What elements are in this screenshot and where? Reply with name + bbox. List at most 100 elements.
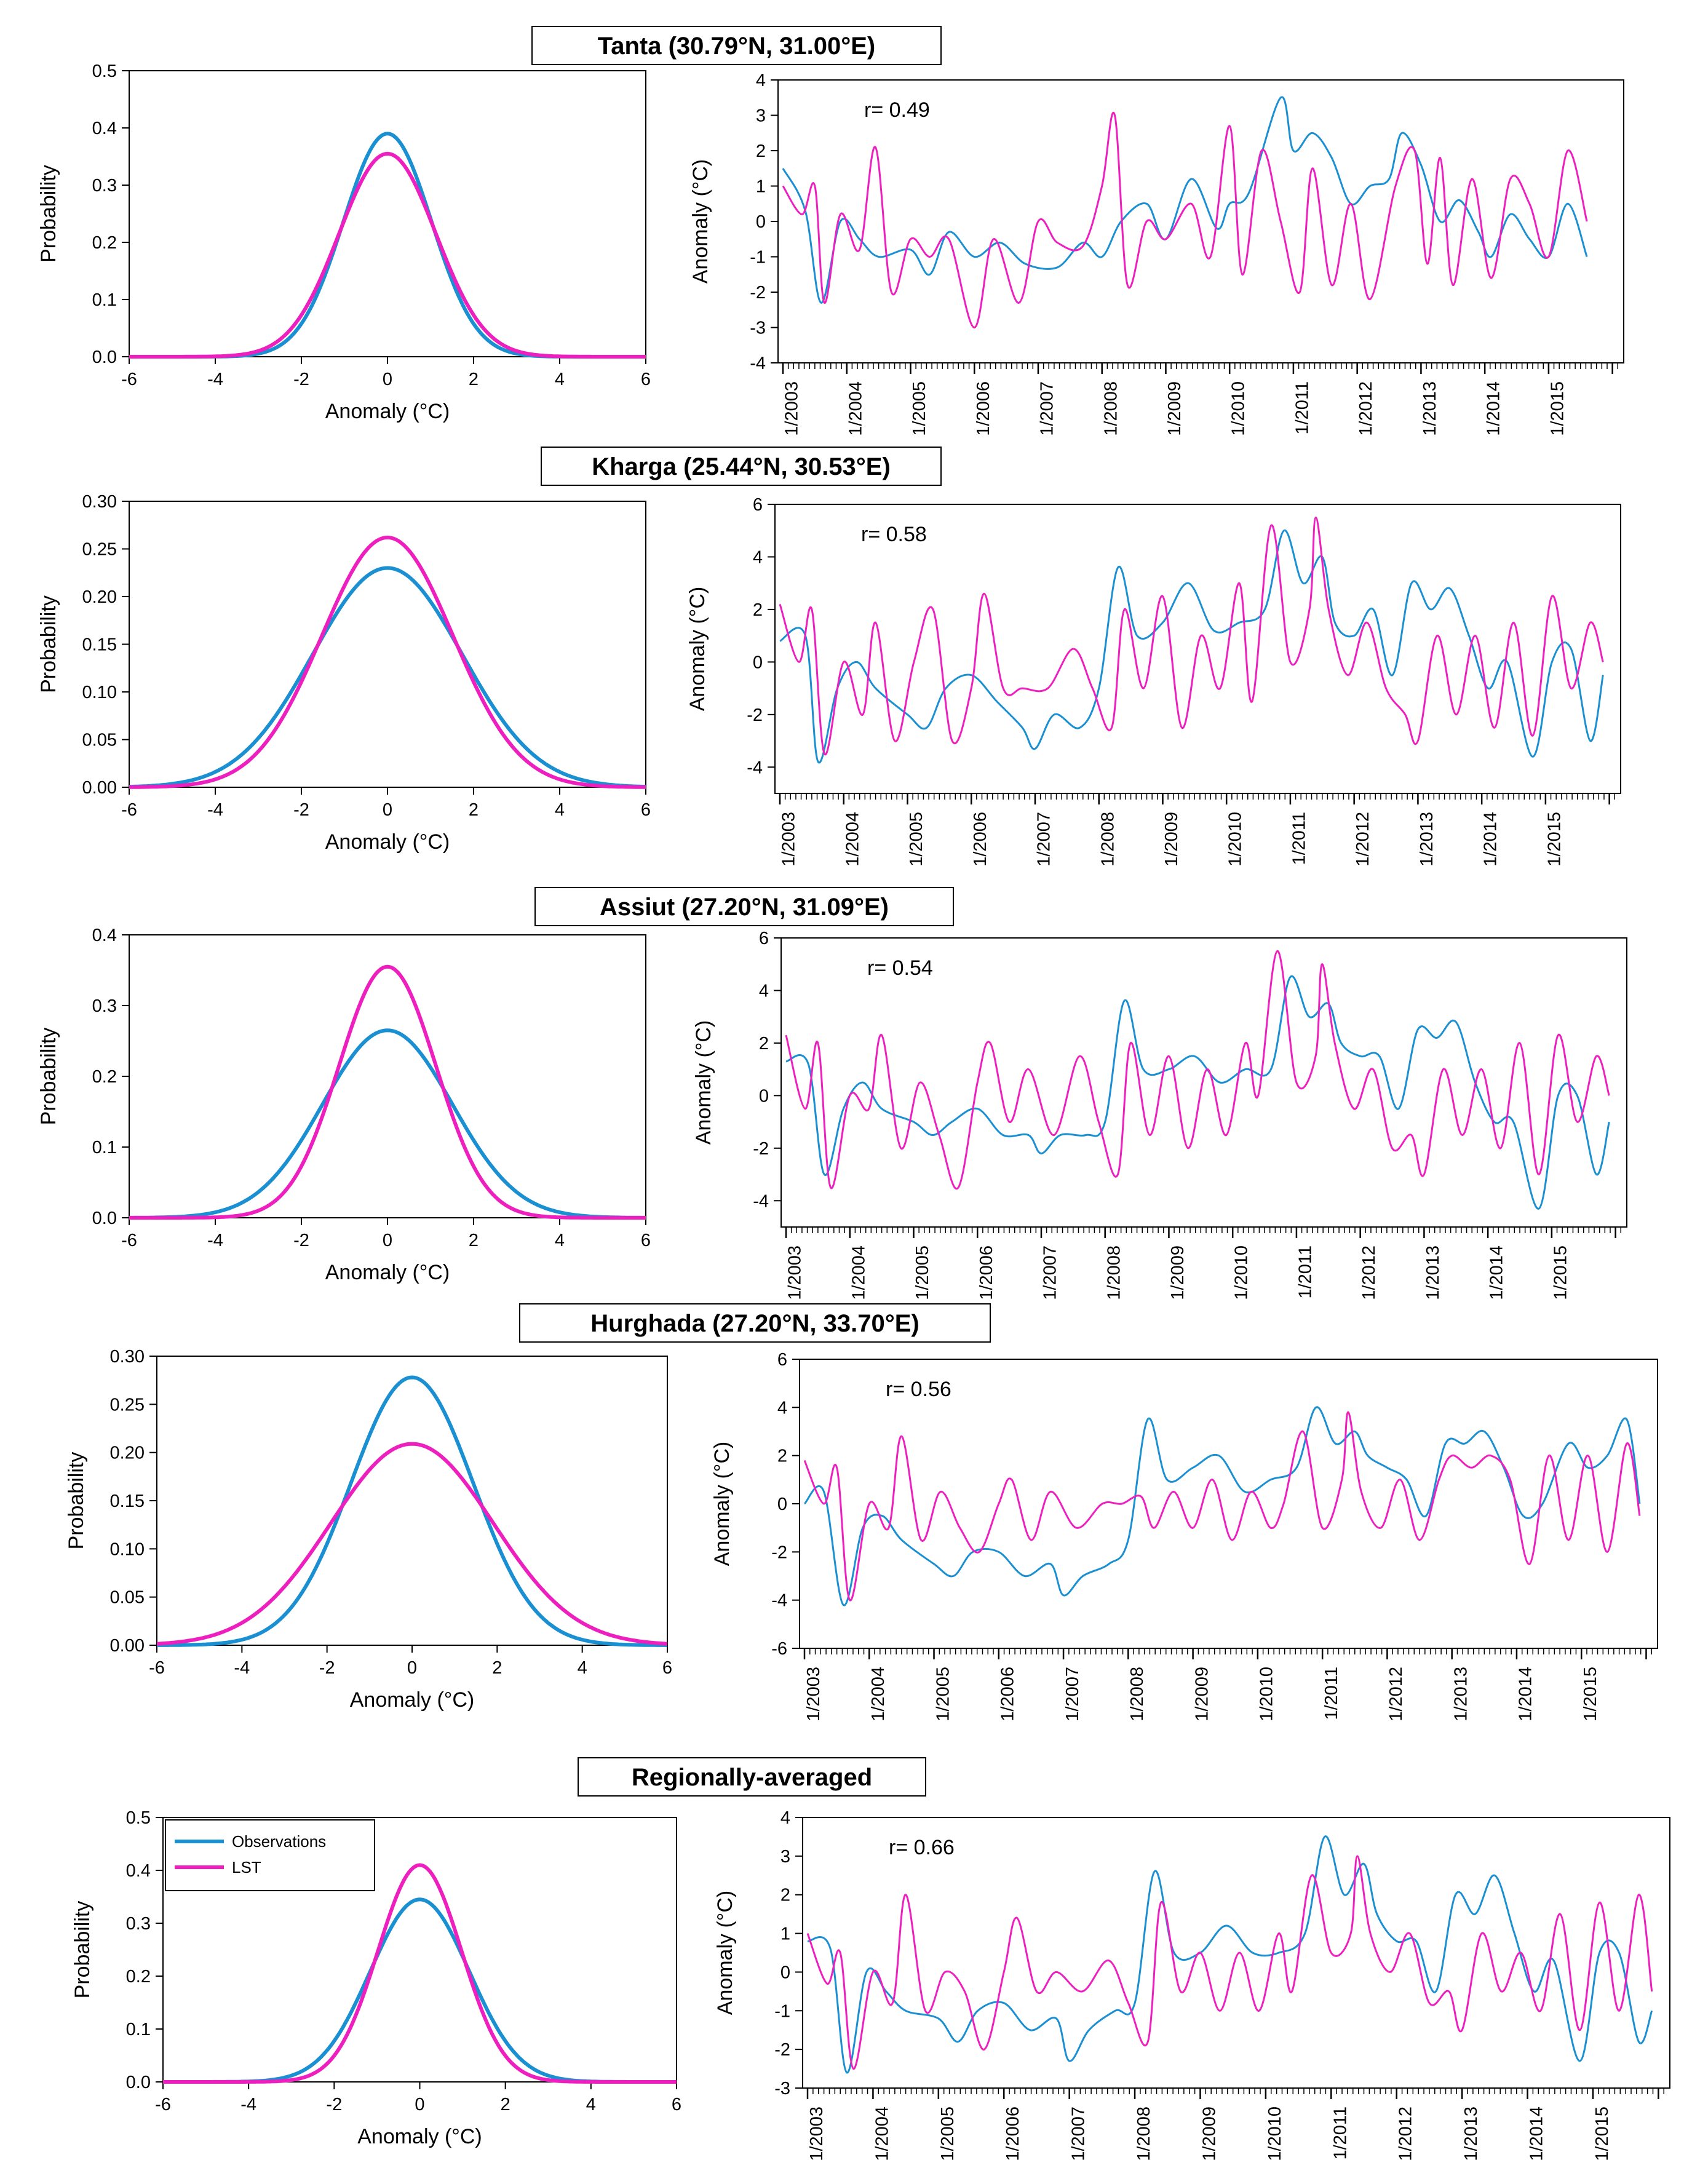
chart-1-title-box bbox=[541, 447, 942, 486]
chart-2-pdf-xtick-label: -2 bbox=[293, 1231, 309, 1250]
chart-4-title: Regionally-averaged bbox=[632, 1764, 872, 1791]
chart-0-ts-observations-line bbox=[782, 96, 1588, 304]
chart-4-ts-lst-line bbox=[806, 1855, 1653, 2070]
chart-1-pdf-xtick-label: 2 bbox=[469, 800, 479, 820]
chart-0-ts-year-label: 1/2011 bbox=[1292, 381, 1312, 435]
chart-1-pdf-ytick-label: 0.05 bbox=[82, 731, 117, 750]
chart-4-ts-year-label: 1/2010 bbox=[1265, 2107, 1285, 2161]
chart-3-pdf-ytick-label: 0.05 bbox=[110, 1588, 145, 1608]
chart-3-ts-year-label: 1/2015 bbox=[1581, 1667, 1600, 1721]
chart-1-pdf-ytick-label: 0.30 bbox=[82, 492, 117, 512]
chart-1-pdf-lst-curve bbox=[129, 535, 646, 789]
chart-4-title-box bbox=[578, 1757, 926, 1797]
chart-0-ts-year-label: 1/2006 bbox=[974, 381, 993, 436]
chart-4-ts-year-label: 1/2007 bbox=[1069, 2107, 1089, 2161]
chart-1-ts-ytick-label: 4 bbox=[753, 547, 763, 567]
chart-0-ts-year-label: 1/2012 bbox=[1356, 381, 1376, 436]
chart-3-ts-year-label: 1/2012 bbox=[1386, 1667, 1406, 1721]
chart-0-pdf-xtick-label: -6 bbox=[121, 370, 137, 389]
chart-4-ts-ytick-label: 3 bbox=[780, 1847, 790, 1867]
chart-1-pdf-ytick-label: 0.10 bbox=[82, 683, 117, 702]
chart-3-ts-r-label: r= 0.56 bbox=[886, 1378, 951, 1401]
chart-4-pdf-xtick-label: 2 bbox=[501, 2095, 510, 2115]
chart-0-pdf-frame bbox=[129, 70, 646, 357]
chart-2-pdf-ylabel: Probability bbox=[37, 1028, 60, 1126]
chart-0-ts-ylabel: Anomaly (°C) bbox=[689, 159, 712, 284]
chart-0-ts-year-label: 1/2003 bbox=[782, 381, 802, 436]
chart-4-pdf-xlabel: Anomaly (°C) bbox=[357, 2125, 482, 2148]
chart-3-ts-year-label: 1/2005 bbox=[933, 1667, 953, 1721]
chart-0-pdf-ytick-label: 0.2 bbox=[92, 233, 117, 253]
chart-4-ts-year-label: 1/2004 bbox=[872, 2107, 892, 2161]
chart-1-pdf-ytick-label: 0.00 bbox=[82, 778, 117, 798]
chart-0-ts-year-label: 1/2010 bbox=[1229, 381, 1249, 436]
chart-0-ts-ytick-label: -4 bbox=[750, 354, 766, 373]
chart-0-ts-year-label: 1/2004 bbox=[846, 381, 865, 436]
chart-2-pdf-ytick-label: 0.3 bbox=[92, 996, 117, 1016]
chart-3-ts-year-label: 1/2011 bbox=[1322, 1667, 1341, 1720]
chart-2-ts-frame bbox=[780, 937, 1627, 1228]
chart-2-ts-year-label: 1/2013 bbox=[1423, 1245, 1443, 1300]
chart-3-pdf-xtick-label: -2 bbox=[319, 1658, 335, 1678]
chart-3-pdf-frame bbox=[156, 1356, 668, 1646]
chart-0-pdf-xtick-label: -4 bbox=[207, 370, 223, 389]
chart-1-ts-lst-line bbox=[779, 516, 1604, 756]
chart-4-ts-observations-line bbox=[807, 1835, 1653, 2074]
chart-0-ts-year-label: 1/2014 bbox=[1484, 381, 1504, 436]
chart-2-ts-ytick-label: 2 bbox=[759, 1034, 769, 1054]
chart-3-pdf-xtick-label: 6 bbox=[662, 1658, 672, 1678]
chart-3-pdf-ytick-label: 0.30 bbox=[110, 1347, 145, 1367]
chart-2-ts-year-label: 1/2010 bbox=[1232, 1245, 1252, 1300]
chart-2-ts-year-label: 1/2006 bbox=[977, 1245, 996, 1300]
chart-1-pdf-xtick-label: -6 bbox=[121, 800, 137, 820]
chart-0-pdf-ytick-label: 0.0 bbox=[92, 347, 117, 367]
chart-4-pdf-ytick-label: 0.3 bbox=[126, 1914, 151, 1934]
chart-3-pdf-ytick-label: 0.20 bbox=[110, 1443, 145, 1463]
chart-3-pdf-ylabel: Probability bbox=[65, 1452, 88, 1550]
chart-1-pdf-ytick-label: 0.15 bbox=[82, 635, 117, 655]
chart-2-pdf-lst-curve bbox=[129, 964, 646, 1220]
chart-0-ts-year-label: 1/2007 bbox=[1038, 381, 1057, 436]
chart-0-pdf-xtick-label: 2 bbox=[469, 370, 479, 389]
chart-1-ts-year-label: 1/2012 bbox=[1353, 812, 1373, 867]
chart-1-ts-year-label: 1/2007 bbox=[1035, 812, 1054, 867]
chart-4-ts-year-label: 1/2003 bbox=[807, 2107, 827, 2161]
chart-4-pdf-ytick-label: 0.2 bbox=[126, 1967, 151, 1987]
chart-4-ts-ytick-label: -2 bbox=[774, 2040, 790, 2060]
chart-0-pdf-xlabel: Anomaly (°C) bbox=[325, 400, 450, 423]
chart-0-ts-ytick-label: 0 bbox=[756, 212, 766, 232]
chart-1-ts-year-label: 1/2004 bbox=[843, 812, 862, 867]
chart-2-ts-lst-line bbox=[785, 950, 1610, 1190]
chart-0-ts-year-label: 1/2009 bbox=[1165, 381, 1185, 436]
chart-0-ts-year-label: 1/2008 bbox=[1101, 381, 1121, 436]
chart-4-ts-ytick-label: -1 bbox=[774, 2001, 790, 2021]
chart-0-ts-ytick-label: -1 bbox=[750, 248, 766, 268]
chart-4-pdf-xtick-label: -4 bbox=[240, 2095, 256, 2115]
chart-3-pdf-ytick-label: 0.15 bbox=[110, 1491, 145, 1511]
chart-2-ts-year-label: 1/2005 bbox=[913, 1245, 932, 1300]
chart-1-pdf-xlabel: Anomaly (°C) bbox=[325, 830, 450, 854]
chart-3-ts-frame bbox=[799, 1359, 1658, 1649]
chart-4-pdf-ytick-label: 0.1 bbox=[126, 2020, 151, 2039]
chart-2-pdf-xtick-label: 4 bbox=[555, 1231, 565, 1250]
chart-4-ts-ytick-label: 0 bbox=[780, 1963, 790, 1982]
chart-4-ts-year-label: 1/2009 bbox=[1199, 2107, 1219, 2161]
chart-3-ts-ytick-label: 0 bbox=[777, 1495, 787, 1514]
chart-2-ts-year-label: 1/2003 bbox=[785, 1245, 805, 1300]
chart-1-pdf-xtick-label: 0 bbox=[383, 800, 392, 820]
chart-1-pdf-ytick-label: 0.20 bbox=[82, 587, 117, 607]
chart-3-ts-ytick-label: 4 bbox=[777, 1398, 787, 1418]
chart-0-ts-year-label: 1/2015 bbox=[1547, 381, 1567, 436]
chart-1-pdf-xtick-label: 4 bbox=[555, 800, 565, 820]
chart-1-ts-year-label: 1/2011 bbox=[1289, 812, 1309, 865]
chart-2-pdf-ytick-label: 0.4 bbox=[92, 926, 117, 945]
chart-1-ts-year-label: 1/2009 bbox=[1162, 812, 1182, 867]
chart-2-ts-year-label: 1/2004 bbox=[849, 1245, 868, 1300]
chart-3-ts-year-label: 1/2010 bbox=[1257, 1667, 1277, 1721]
chart-1-ts-year-label: 1/2015 bbox=[1544, 812, 1564, 867]
chart-0-ts-ytick-label: 3 bbox=[756, 106, 766, 126]
legend-box bbox=[165, 1819, 375, 1891]
chart-0-title-box bbox=[531, 26, 942, 65]
chart-2-title: Assiut (27.20°N, 31.09°E) bbox=[600, 894, 889, 921]
chart-1-pdf-xtick-label: 6 bbox=[641, 800, 651, 820]
